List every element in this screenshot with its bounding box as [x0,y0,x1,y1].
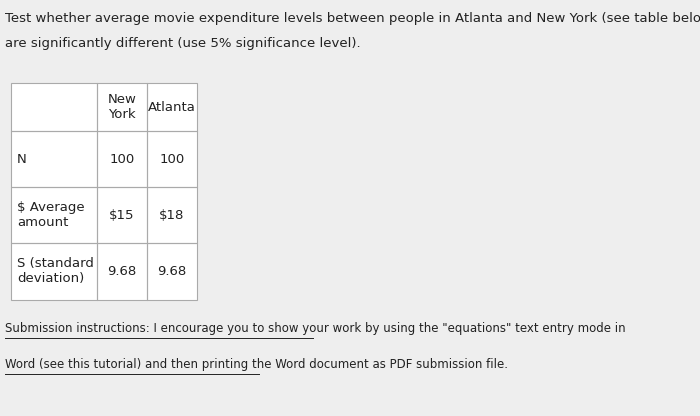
Text: 100: 100 [160,153,185,166]
Bar [147,187,197,243]
Bar [147,187,197,243]
Bar [147,83,197,131]
Bar [97,131,147,187]
Text: are significantly different (use 5% significance level).: are significantly different (use 5% sign… [6,37,361,50]
Bar [97,187,147,243]
Text: Atlanta: Atlanta [148,101,196,114]
Bar [147,131,197,187]
Bar [147,243,197,300]
Bar [97,243,147,300]
Text: S (standard
deviation): S (standard deviation) [17,258,94,285]
Text: $18: $18 [160,209,185,222]
Text: 9.68: 9.68 [108,265,136,278]
Bar [97,187,147,243]
Text: N: N [17,153,27,166]
Bar [147,243,197,300]
Text: Word (see this tutorial) and then printing the Word document as PDF submission f: Word (see this tutorial) and then printi… [6,358,508,371]
Text: $15: $15 [109,209,135,222]
Bar [97,131,147,187]
Text: Submission instructions: I encourage you to show your work by using the "equatio: Submission instructions: I encourage you… [6,322,626,335]
Bar [147,83,197,131]
Text: 9.68: 9.68 [158,265,187,278]
Bar [147,131,197,187]
Text: $ Average
amount: $ Average amount [17,201,85,229]
Text: New
York: New York [108,93,136,121]
Text: Test whether average movie expenditure levels between people in Atlanta and New : Test whether average movie expenditure l… [6,12,700,25]
Text: 100: 100 [109,153,134,166]
Bar [97,83,147,131]
Bar [97,83,147,131]
Bar [97,243,147,300]
